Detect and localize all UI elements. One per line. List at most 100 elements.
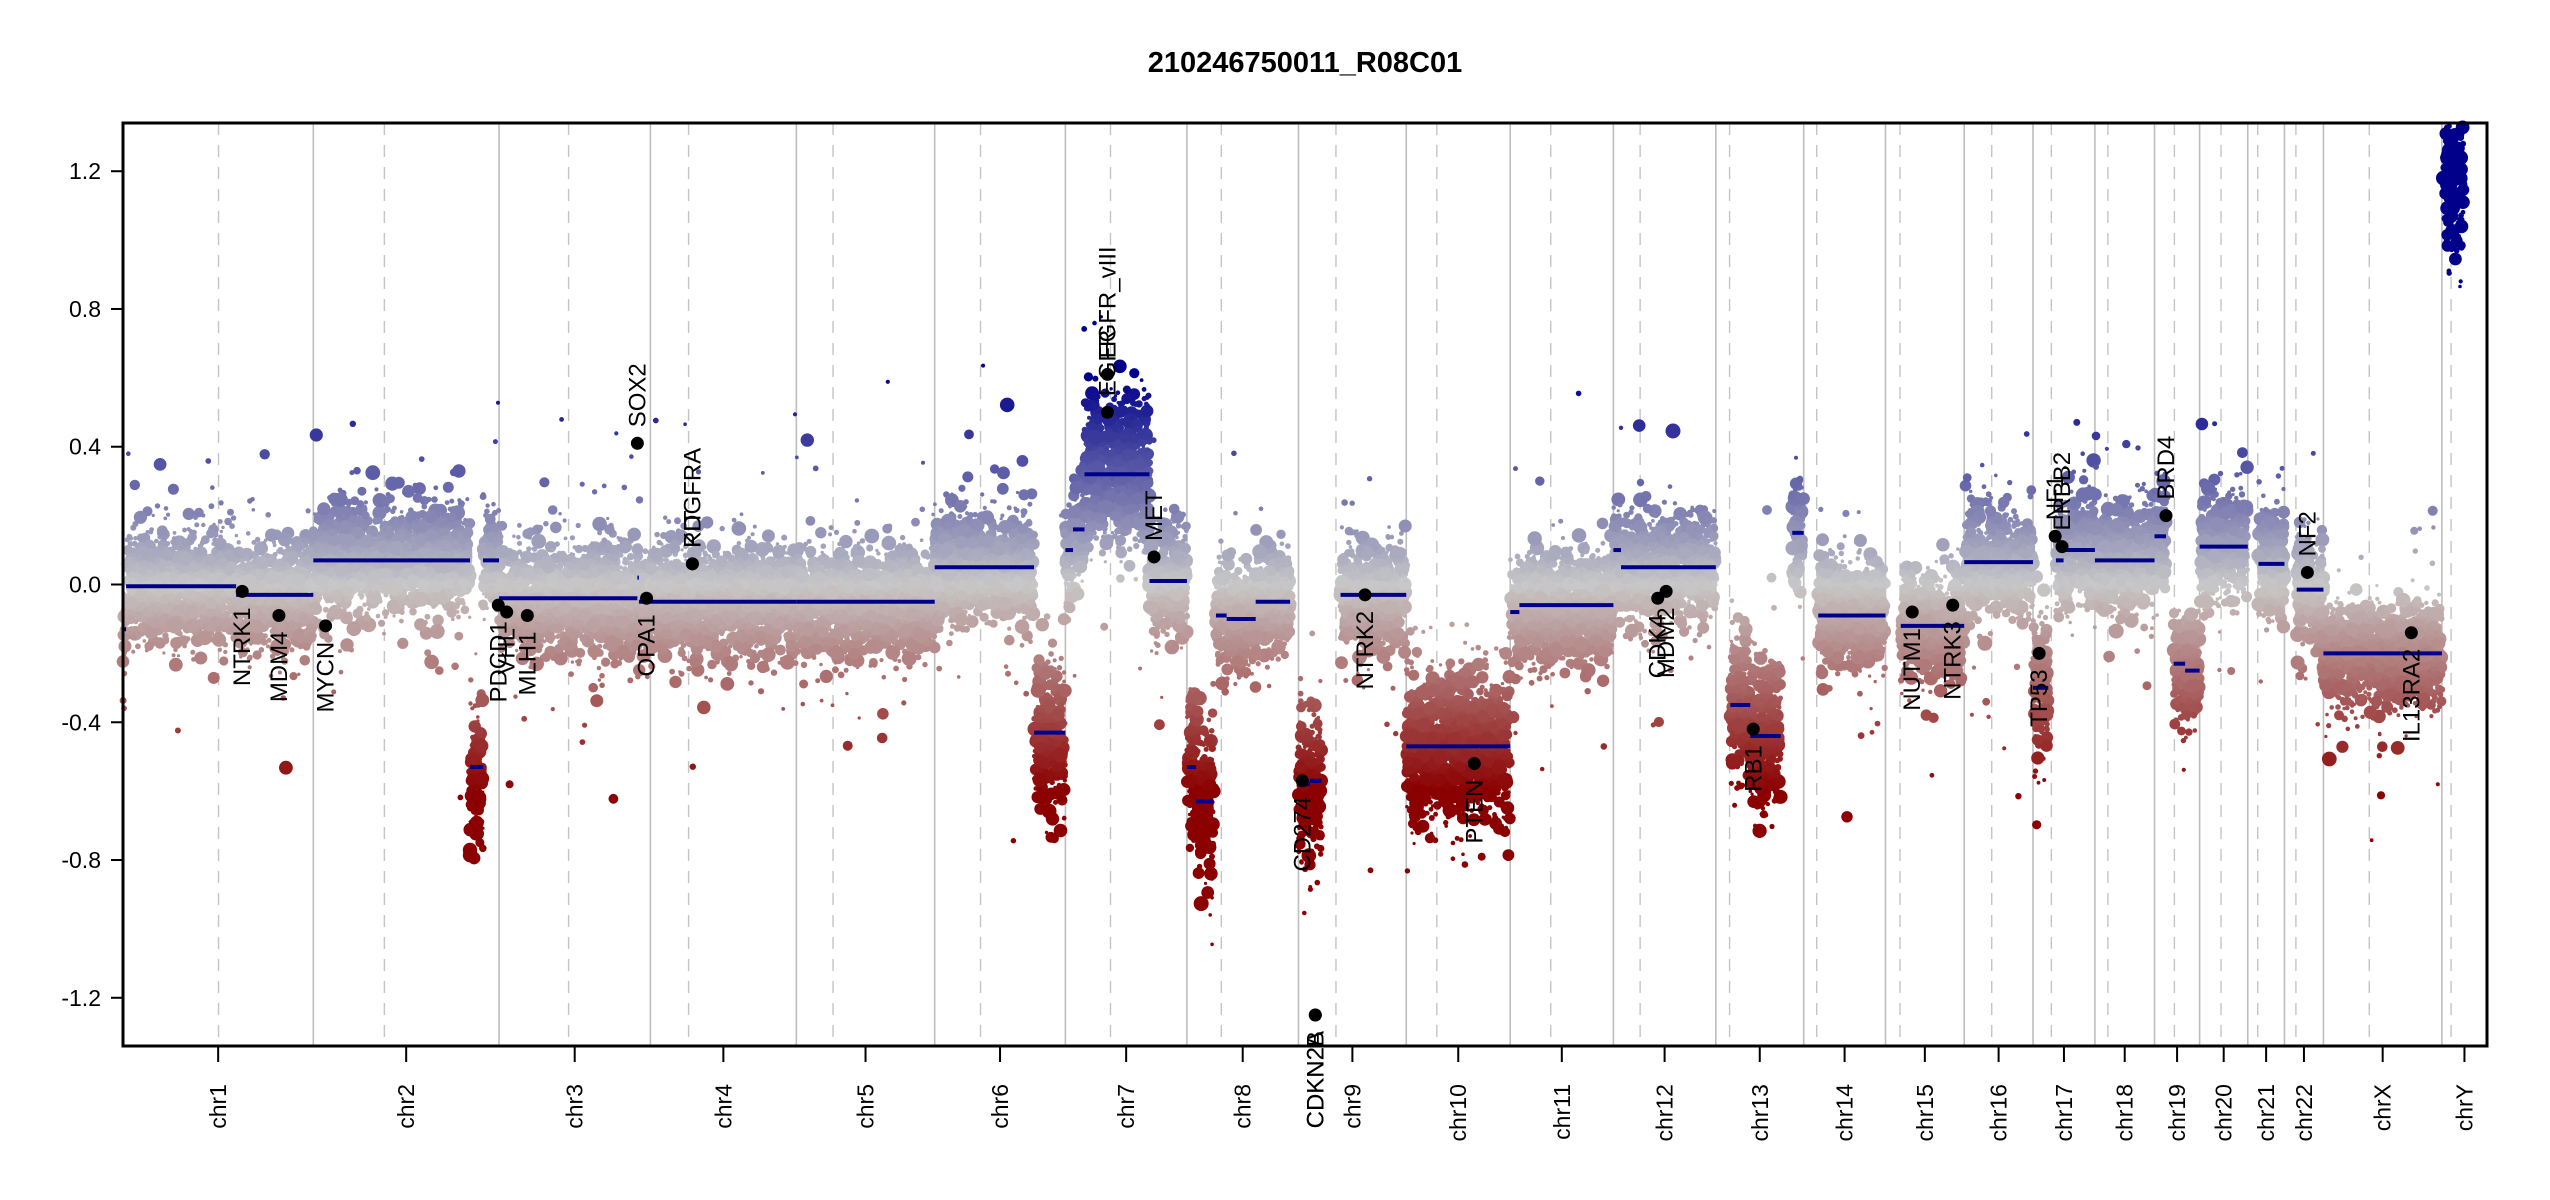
bin-point — [388, 520, 392, 524]
bin-point — [341, 598, 345, 602]
bin-point — [137, 554, 143, 560]
bin-point — [414, 493, 419, 498]
bin-point — [444, 589, 448, 593]
bin-point — [187, 527, 191, 531]
bin-point — [450, 517, 454, 521]
bin-point — [609, 794, 619, 804]
bin-point — [244, 574, 256, 586]
bin-point — [321, 551, 326, 556]
bin-point — [380, 578, 384, 582]
bin-point — [353, 467, 361, 475]
bin-point — [470, 800, 476, 806]
bin-point — [424, 655, 439, 670]
bin-point — [130, 525, 136, 531]
bin-point — [308, 569, 311, 572]
bin-point — [468, 701, 472, 705]
bin-point — [357, 500, 364, 507]
bin-point — [426, 530, 438, 542]
bin-point — [149, 578, 152, 581]
bin-point — [191, 619, 200, 628]
bin-point — [170, 637, 182, 649]
bin-point — [331, 529, 337, 535]
bin-point — [312, 563, 316, 567]
bin-point — [398, 534, 406, 542]
bin-point — [359, 522, 363, 526]
bin-point — [201, 635, 205, 639]
bin-point — [443, 482, 454, 493]
bin-point — [454, 632, 463, 641]
bin-point — [218, 519, 223, 524]
bin-point — [485, 503, 489, 507]
bin-point — [492, 537, 496, 541]
bin-point — [414, 520, 418, 524]
bin-point — [478, 600, 488, 610]
bin-point — [306, 508, 311, 513]
bin-point — [126, 615, 136, 625]
bin-point — [351, 624, 357, 630]
bin-point — [400, 597, 404, 601]
bin-point — [597, 666, 601, 670]
bin-point — [134, 511, 147, 524]
bin-point — [212, 598, 215, 601]
bin-point — [459, 598, 465, 604]
bin-point — [467, 753, 478, 764]
bin-point — [323, 516, 326, 519]
bin-point — [366, 520, 370, 524]
bin-point — [155, 503, 160, 508]
bin-point — [419, 456, 425, 462]
bin-point — [484, 509, 490, 515]
bin-point — [372, 530, 376, 534]
bin-point — [205, 458, 211, 464]
bin-point — [144, 642, 153, 651]
bin-point — [436, 573, 445, 582]
bin-point — [450, 574, 454, 578]
bin-point — [310, 428, 323, 441]
bin-point — [398, 516, 402, 520]
bin-point — [252, 508, 256, 512]
bin-point — [475, 739, 489, 753]
bin-point — [475, 771, 490, 786]
bin-point — [286, 551, 299, 564]
bin-point — [350, 421, 356, 427]
bin-point — [431, 496, 438, 503]
bin-point — [166, 513, 170, 517]
bin-point — [242, 571, 247, 576]
bin-point — [451, 663, 459, 671]
bin-point — [207, 632, 212, 637]
bin-point — [260, 449, 270, 459]
bin-point — [459, 555, 463, 559]
bin-point — [431, 625, 436, 630]
bin-point — [276, 583, 281, 588]
bin-point — [485, 588, 489, 592]
bin-point — [385, 477, 399, 491]
bin-point — [590, 694, 603, 707]
bin-point — [314, 515, 320, 521]
bin-point — [219, 656, 228, 665]
bin-point — [351, 547, 355, 551]
bin-point — [313, 512, 316, 515]
bin-point — [479, 845, 487, 853]
chart-title: 210246750011_R08C01 — [1148, 47, 1462, 79]
bin-point — [251, 600, 257, 606]
bin-point — [314, 567, 317, 570]
bin-point — [214, 538, 227, 551]
bin-point — [397, 638, 408, 649]
bin-point — [161, 576, 165, 580]
bin-point — [182, 528, 187, 533]
bin-point — [219, 500, 224, 505]
bin-point — [445, 551, 450, 556]
bin-point — [466, 587, 472, 593]
bin-point — [425, 614, 431, 620]
bin-point — [476, 719, 479, 722]
bin-point — [341, 513, 347, 519]
bin-point — [488, 546, 493, 551]
bin-point — [194, 508, 204, 518]
bin-point — [294, 541, 305, 552]
bin-point — [255, 537, 260, 542]
bin-point — [446, 579, 454, 587]
bin-point — [297, 673, 300, 676]
bin-point — [239, 549, 247, 557]
bin-point — [497, 521, 507, 531]
bin-point — [125, 597, 130, 602]
bin-point — [183, 508, 195, 520]
